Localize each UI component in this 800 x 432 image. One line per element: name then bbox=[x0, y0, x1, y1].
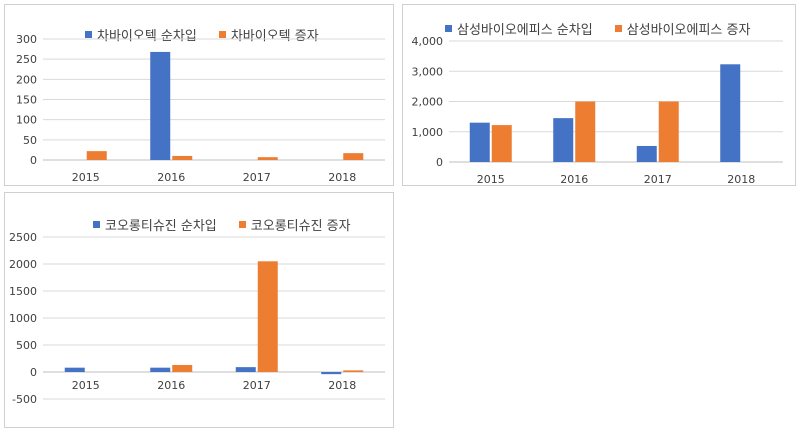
y-tick-label: 100 bbox=[16, 114, 37, 127]
bar bbox=[64, 367, 85, 372]
bar bbox=[575, 101, 596, 162]
x-tick-label: 2016 bbox=[157, 379, 185, 392]
x-tick-label: 2016 bbox=[560, 173, 588, 186]
y-tick-label: 50 bbox=[23, 134, 37, 147]
y-tick-label: 500 bbox=[16, 339, 37, 352]
legend-swatch bbox=[218, 31, 226, 38]
y-tick-label: -500 bbox=[12, 393, 37, 406]
x-tick-label: 2015 bbox=[72, 171, 100, 184]
x-tick-label: 2016 bbox=[157, 171, 185, 184]
legend-label: 차바이오텍 증자 bbox=[230, 29, 319, 44]
bar bbox=[469, 122, 490, 162]
y-tick-label: 1000 bbox=[9, 312, 37, 325]
bar bbox=[150, 51, 171, 161]
legend-item: 삼성바이오에피스 증자 bbox=[614, 19, 751, 38]
chart-panel-kolon-tissuegene: 코오롱티슈진 순차입 코오롱티슈진 증자 -500 0 500 1000 1500 200… bbox=[4, 192, 394, 428]
legend-label: 코오롱티슈진 증자 bbox=[250, 219, 351, 234]
legend: 차바이오텍 순차입 차바이오텍 증자 bbox=[85, 25, 319, 44]
x-tick-label: 2018 bbox=[328, 379, 356, 392]
bar bbox=[343, 370, 364, 372]
y-tick-label: 0 bbox=[30, 366, 37, 379]
y-tick-label: 200 bbox=[16, 73, 37, 86]
bar bbox=[86, 151, 107, 160]
legend-item: 코오롱티슈진 순차입 bbox=[93, 215, 217, 234]
y-tick-label: 300 bbox=[16, 33, 37, 46]
legend-swatch bbox=[93, 221, 100, 228]
bar bbox=[257, 261, 278, 372]
x-tick-label: 2017 bbox=[243, 171, 271, 184]
chart-panel-chabiotech: 차바이오텍 순차입 차바이오텍 증자 0 50 100 150 200 250 300 201… bbox=[4, 4, 394, 186]
y-tick-label: 3,000 bbox=[412, 65, 444, 78]
legend-item: 삼성바이오에피스 순차입 bbox=[445, 19, 593, 38]
y-tick-label: 2500 bbox=[9, 231, 37, 244]
bar bbox=[321, 372, 342, 375]
bar bbox=[172, 155, 193, 160]
legend-item: 코오롱티슈진 증자 bbox=[238, 215, 351, 234]
bar bbox=[150, 367, 171, 372]
bar bbox=[720, 64, 741, 162]
legend: 삼성바이오에피스 순차입 삼성바이오에피스 증자 bbox=[445, 19, 750, 38]
bar-chart: -500 0 500 1000 1500 2000 2500 2015 2016 2017 2018 bbox=[9, 231, 385, 406]
y-tick-label: 2000 bbox=[9, 258, 37, 271]
legend-item: 차바이오텍 증자 bbox=[218, 25, 319, 44]
legend-swatch bbox=[614, 25, 622, 32]
bar bbox=[343, 153, 364, 160]
x-tick-label: 2015 bbox=[72, 379, 100, 392]
legend-swatch bbox=[238, 221, 246, 228]
y-tick-label: 1,000 bbox=[412, 126, 444, 139]
chart-panel-samsung-bioepis: 삼성바이오에피스 순차입 삼성바이오에피스 증자 0 1,000 2,000 3,00… bbox=[402, 4, 796, 186]
bar bbox=[257, 157, 278, 160]
x-tick-label: 2017 bbox=[644, 173, 672, 186]
bar bbox=[636, 145, 657, 162]
y-tick-label: 150 bbox=[16, 94, 37, 107]
y-tick-label: 2,000 bbox=[412, 96, 444, 109]
legend: 코오롱티슈진 순차입 코오롱티슈진 증자 bbox=[93, 215, 351, 234]
y-tick-label: 4,000 bbox=[412, 35, 444, 48]
legend-label: 삼성바이오에피스 증자 bbox=[626, 23, 751, 38]
y-tick-label: 250 bbox=[16, 53, 37, 66]
y-tick-label: 0 bbox=[30, 154, 37, 167]
bar bbox=[658, 101, 679, 162]
x-tick-label: 2018 bbox=[727, 173, 755, 186]
x-tick-label: 2017 bbox=[243, 379, 271, 392]
bar-chart: 0 50 100 150 200 250 300 2015 2016 2017 2018 bbox=[16, 33, 385, 184]
legend-label: 코오롱티슈진 순차입 bbox=[105, 219, 217, 234]
bar bbox=[491, 125, 512, 162]
bar bbox=[553, 118, 574, 162]
y-tick-label: 1500 bbox=[9, 285, 37, 298]
legend-label: 삼성바이오에피스 순차입 bbox=[457, 23, 593, 38]
bar bbox=[172, 364, 193, 372]
legend-swatch bbox=[445, 25, 452, 32]
x-tick-label: 2018 bbox=[328, 171, 356, 184]
bar-chart: 0 1,000 2,000 3,000 4,000 2015 2016 2017 2018 bbox=[412, 35, 783, 186]
x-tick-label: 2015 bbox=[477, 173, 505, 186]
y-tick-label: 0 bbox=[436, 156, 443, 169]
legend-swatch bbox=[85, 31, 92, 38]
legend-item: 차바이오텍 순차입 bbox=[85, 25, 197, 44]
bar bbox=[235, 367, 256, 372]
legend-label: 차바이오텍 순차입 bbox=[97, 29, 197, 44]
